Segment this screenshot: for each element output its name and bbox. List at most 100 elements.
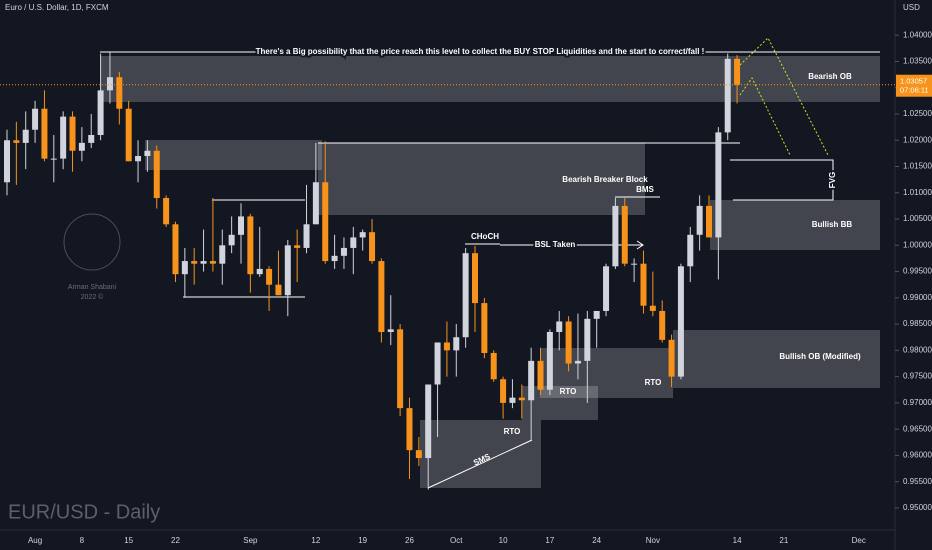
- candle-body: [144, 150, 151, 157]
- countdown-label: 07:06:11: [900, 86, 929, 95]
- y-tick-label: 1.02500: [903, 109, 932, 118]
- candle-body: [443, 342, 450, 351]
- y-tick-label: 0.99500: [903, 267, 932, 276]
- y-tick-label: 0.98500: [903, 319, 932, 328]
- y-tick-label: 0.98000: [903, 345, 932, 354]
- candle-body: [331, 255, 338, 262]
- candle-body: [603, 266, 610, 311]
- candle-body: [125, 108, 132, 162]
- candle-body: [706, 205, 712, 238]
- candle-body: [340, 247, 347, 256]
- x-tick-label: 14: [733, 536, 742, 545]
- y-tick-label: 1.03500: [903, 57, 932, 66]
- candle-body: [425, 384, 432, 459]
- candle-body: [631, 263, 638, 265]
- y-tick-label: 0.97500: [903, 372, 932, 381]
- watermark: EUR/USD - Daily: [8, 501, 160, 523]
- candle-body: [116, 77, 123, 109]
- candle-body: [294, 245, 301, 248]
- candle-body: [219, 245, 226, 264]
- candle-body: [172, 224, 179, 275]
- candle-body: [228, 234, 235, 246]
- chart-title: Euro / U.S. Dollar, 1D, FXCM: [5, 3, 109, 12]
- sms-line: [427, 439, 533, 489]
- x-tick-label: 26: [405, 536, 414, 545]
- annotation: Bullish OB (Modified): [779, 352, 861, 361]
- candle-body: [275, 284, 282, 296]
- candle-body: [209, 261, 216, 264]
- y-tick-label: 1.01000: [903, 188, 932, 197]
- candle-body: [284, 245, 291, 296]
- zone: [145, 140, 322, 170]
- candles: [4, 52, 741, 490]
- x-tick-label: Dec: [852, 536, 866, 545]
- candle-body: [621, 205, 628, 264]
- candle-body: [574, 360, 581, 364]
- candle-body: [546, 331, 553, 390]
- candle-body: [434, 342, 441, 385]
- y-tick-label: 1.04000: [903, 30, 932, 39]
- candle-body: [200, 261, 207, 264]
- candle-body: [256, 268, 263, 275]
- candle-body: [60, 116, 67, 159]
- annotation: 2022 ©: [81, 293, 105, 301]
- candle-body: [668, 339, 675, 377]
- candle-body: [556, 321, 563, 332]
- x-tick-label: 10: [499, 536, 508, 545]
- candle-body: [500, 379, 507, 403]
- zone: [673, 330, 880, 388]
- candle-body: [303, 224, 310, 248]
- x-tick-label: 8: [80, 536, 85, 545]
- zone: [540, 348, 673, 398]
- annotation: Bearish OB: [808, 72, 852, 81]
- x-tick-label: 19: [358, 536, 367, 545]
- y-tick-label: 1.00500: [903, 214, 932, 223]
- candle-body: [13, 140, 20, 143]
- projection-path: [739, 77, 791, 156]
- candle-body: [97, 90, 104, 135]
- x-tick-label: Aug: [28, 536, 42, 545]
- last-price-box: [896, 74, 932, 97]
- annotation: There's a Big possibility that the price…: [256, 47, 705, 56]
- candle-body: [78, 142, 85, 151]
- x-tick-label: 12: [311, 536, 320, 545]
- x-tick-label: Nov: [646, 536, 660, 545]
- y-axis-label: USD: [903, 3, 920, 12]
- annotation: FVG: [828, 172, 837, 188]
- candle-body: [509, 397, 516, 403]
- candle-body: [191, 261, 198, 264]
- candle-body: [472, 253, 478, 304]
- candle-body: [537, 360, 544, 390]
- candle-body: [106, 77, 113, 91]
- candle-body: [350, 237, 357, 248]
- candle-body: [247, 216, 254, 275]
- projection: [739, 37, 829, 156]
- candle-body: [528, 360, 535, 401]
- candle-body: [41, 108, 48, 159]
- annotation: CHoCH: [471, 232, 499, 241]
- candle-body: [69, 116, 76, 151]
- candle-body: [696, 205, 703, 235]
- candle-body: [640, 263, 647, 306]
- drawings: [100, 51, 880, 489]
- annotation: RTO: [645, 378, 662, 387]
- candle-body: [481, 303, 488, 353]
- candle-body: [369, 232, 376, 262]
- candle-body: [397, 329, 404, 409]
- annotation: Bullish BB: [812, 220, 853, 229]
- annotation: Arman Shabani: [68, 284, 117, 291]
- candle-body: [677, 266, 684, 377]
- candle-body: [135, 156, 142, 162]
- candle-body: [687, 234, 694, 267]
- candle-body: [593, 310, 600, 319]
- candle-body: [312, 182, 319, 225]
- zone: [100, 56, 880, 102]
- candle-body: [490, 352, 497, 380]
- candle-body: [322, 182, 329, 262]
- candle-body: [266, 268, 273, 285]
- arrow-head: [636, 240, 644, 250]
- y-tick-label: 1.02000: [903, 135, 932, 144]
- x-tick-label: Oct: [450, 536, 463, 545]
- x-tick-label: 22: [171, 536, 180, 545]
